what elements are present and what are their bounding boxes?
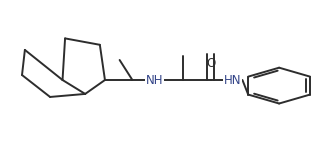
- Text: NH: NH: [146, 73, 163, 87]
- Text: O: O: [206, 57, 215, 70]
- Text: HN: HN: [224, 73, 241, 87]
